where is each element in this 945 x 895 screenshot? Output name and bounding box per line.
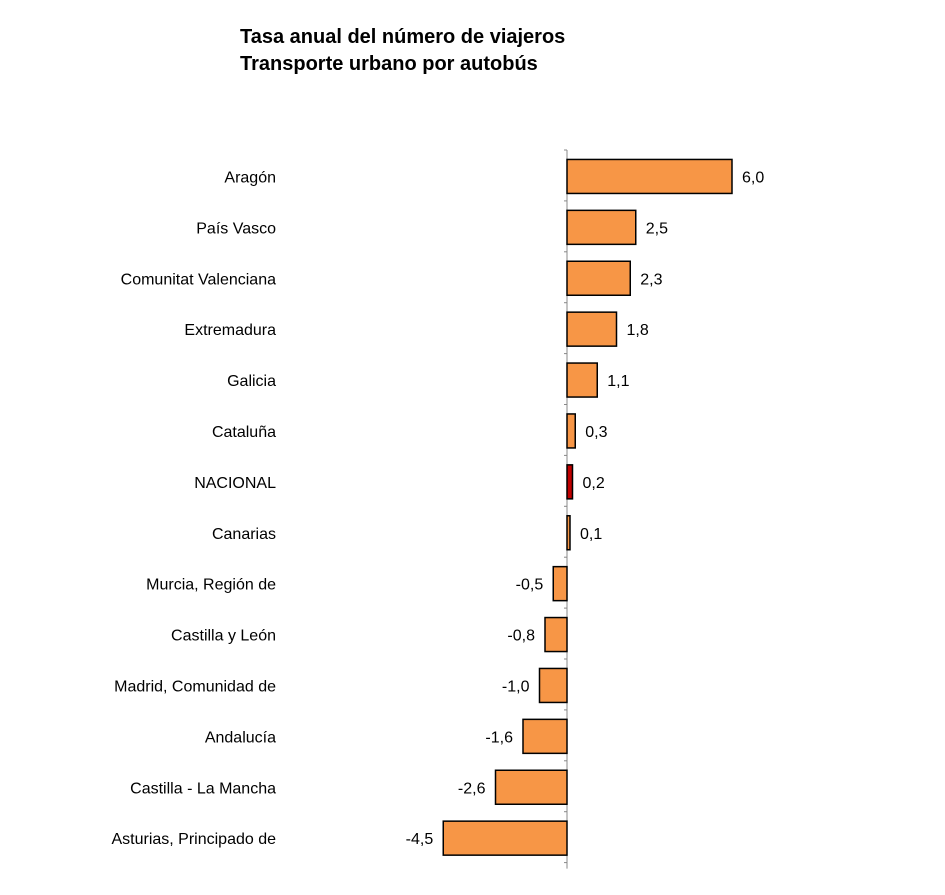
- category-label: Madrid, Comunidad de: [114, 678, 276, 695]
- category-label: País Vasco: [196, 220, 276, 237]
- category-label: Murcia, Región de: [146, 577, 276, 594]
- data-label: 1,8: [627, 322, 649, 339]
- bar: [544, 616, 568, 653]
- bar: [494, 769, 568, 805]
- bar: [538, 667, 568, 704]
- data-label: 0,2: [583, 475, 605, 492]
- bar: [566, 362, 598, 398]
- bar: [566, 158, 733, 195]
- category-label: NACIONAL: [194, 475, 276, 492]
- data-label: 0,3: [585, 424, 607, 441]
- chart-title-block: Tasa anual del número de viajeros Transp…: [240, 24, 565, 78]
- data-label: -2,6: [458, 780, 486, 797]
- bar: [566, 209, 637, 246]
- bar: [522, 718, 568, 755]
- data-label: -0,5: [516, 577, 544, 594]
- bar: [566, 464, 574, 500]
- category-label: Asturias, Principado de: [111, 831, 276, 848]
- bar: [566, 260, 631, 296]
- chart-subtitle: Transporte urbano por autobús: [240, 53, 538, 75]
- data-label: 2,5: [646, 220, 668, 237]
- bar: [566, 311, 618, 347]
- chart-title: Tasa anual del número de viajeros: [240, 26, 566, 48]
- data-label: -4,5: [406, 831, 434, 848]
- category-label: Andalucía: [205, 729, 276, 746]
- bar: [552, 565, 568, 602]
- data-label: 2,3: [640, 271, 662, 288]
- bar: [566, 515, 571, 551]
- category-label: Canarias: [212, 526, 276, 543]
- data-label: 6,0: [742, 169, 764, 186]
- bar: [566, 413, 576, 449]
- category-label: Galicia: [227, 373, 276, 390]
- category-label: Cataluña: [212, 424, 276, 441]
- data-label: 1,1: [607, 373, 629, 390]
- data-label: 0,1: [580, 526, 602, 543]
- category-label: Aragón: [224, 169, 276, 186]
- data-label: -0,8: [507, 628, 535, 645]
- bar: [442, 820, 568, 856]
- category-label: Castilla y León: [171, 628, 276, 645]
- data-label: -1,0: [502, 678, 530, 695]
- category-label: Castilla - La Mancha: [130, 780, 276, 797]
- category-label: Comunitat Valenciana: [121, 271, 276, 288]
- category-label: Extremadura: [184, 322, 276, 339]
- data-label: -1,6: [485, 729, 513, 746]
